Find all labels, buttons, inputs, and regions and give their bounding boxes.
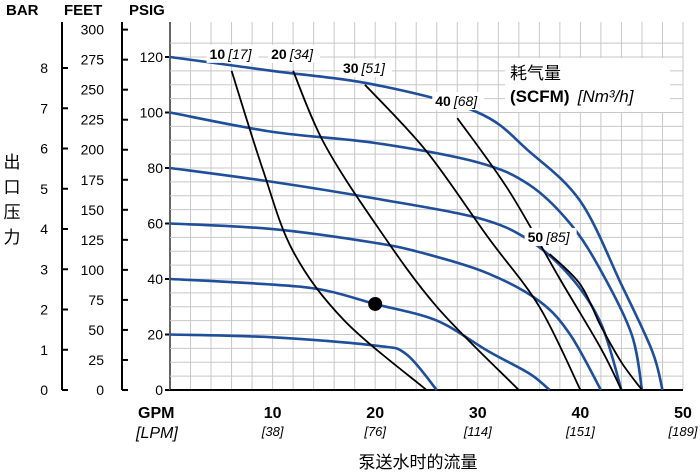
x-unit-gpm: GPM bbox=[138, 405, 174, 422]
pressure-curve bbox=[169, 166, 623, 391]
feet-tick-label: 75 bbox=[88, 292, 104, 308]
y-axis-title-char: 压 bbox=[4, 203, 21, 223]
x-tick-label-gpm: 20 bbox=[366, 405, 384, 422]
air-consumption-curves bbox=[230, 70, 643, 391]
air-label-bg bbox=[432, 92, 485, 111]
air-consumption-curve bbox=[364, 84, 582, 391]
x-tick-label-lpm: [76] bbox=[363, 424, 386, 439]
air-consumption-curve bbox=[548, 253, 643, 391]
feet-tick-label: 200 bbox=[81, 142, 105, 158]
air-curve-label: 40 [68] bbox=[435, 93, 478, 109]
air-curve-label: 50 [85] bbox=[528, 229, 571, 245]
air-label-bg bbox=[268, 44, 321, 63]
air-label-bg bbox=[524, 228, 577, 247]
bar-tick-label: 2 bbox=[40, 302, 48, 318]
air-consumption-curve bbox=[230, 70, 428, 391]
bar-tick-label: 3 bbox=[40, 261, 48, 277]
feet-tick-label: 250 bbox=[81, 82, 105, 98]
air-consumption-unit: (SCFM) [Nm³/h] bbox=[510, 87, 635, 106]
air-curve-label: 30 [51] bbox=[343, 60, 386, 76]
x-tick-label-gpm: 40 bbox=[572, 405, 590, 422]
pressure-curve bbox=[169, 111, 644, 391]
left-axes: 0123456780255075100125150175200225250275… bbox=[40, 22, 171, 398]
x-tick-label-lpm: [38] bbox=[261, 424, 284, 439]
feet-tick-label: 50 bbox=[88, 322, 104, 338]
psig-axis-header: PSIG bbox=[129, 2, 165, 19]
feet-tick-label: 300 bbox=[81, 22, 105, 38]
feet-tick-label: 100 bbox=[81, 262, 105, 278]
air-curve-labels: 10 [17] 20 [34] 30 [51] 40 [68] 50 [85] bbox=[206, 44, 577, 247]
x-unit-lpm: [LPM] bbox=[135, 425, 178, 442]
bar-tick-label: 7 bbox=[40, 100, 48, 116]
pressure-curves bbox=[169, 55, 664, 392]
bar-tick-label: 6 bbox=[40, 141, 48, 157]
psig-tick-label: 40 bbox=[147, 271, 163, 287]
air-curve-label-scfm: 20 bbox=[271, 46, 287, 62]
feet-tick-label: 150 bbox=[81, 202, 105, 218]
pressure-curve bbox=[169, 277, 551, 392]
air-curve-label-scfm: 50 bbox=[528, 229, 544, 245]
x-tick-label-gpm: 30 bbox=[469, 405, 487, 422]
bar-tick-label: 0 bbox=[40, 382, 48, 398]
feet-tick-label: 0 bbox=[96, 382, 104, 398]
marker-layer bbox=[368, 296, 383, 311]
air-consumption-curve bbox=[456, 117, 623, 391]
bar-axis-header: BAR bbox=[6, 2, 39, 19]
feet-axis-header: FEET bbox=[64, 2, 102, 19]
air-curve-label-nm3h: [85] bbox=[545, 229, 570, 245]
x-tick-labels: 10 [38] 20 [76] 30 [114] 40 [151] 50 [189] bbox=[261, 405, 698, 439]
air-curve-label-scfm: 10 bbox=[210, 46, 226, 62]
x-tick-label-lpm: [114] bbox=[463, 424, 492, 439]
psig-tick-label: 120 bbox=[140, 49, 164, 65]
air-legend-box bbox=[505, 58, 670, 112]
air-unit-nm3h: [Nm³/h] bbox=[577, 87, 635, 106]
air-curve-label-scfm: 30 bbox=[343, 60, 359, 76]
air-consumption-curve bbox=[292, 70, 520, 391]
x-tick-label-lpm: [189] bbox=[668, 424, 698, 439]
air-label-bg bbox=[339, 58, 392, 77]
air-unit-scfm: (SCFM) bbox=[510, 87, 569, 106]
psig-tick-label: 20 bbox=[147, 327, 163, 343]
pressure-curve bbox=[169, 55, 664, 391]
air-curve-label: 10 [17] bbox=[210, 46, 253, 62]
x-tick-label-gpm: 10 bbox=[264, 405, 282, 422]
bar-tick-label: 8 bbox=[40, 60, 48, 76]
pressure-curve bbox=[169, 222, 603, 391]
air-curve-label-scfm: 40 bbox=[435, 93, 451, 109]
air-curve-label-nm3h: [34] bbox=[289, 46, 314, 62]
x-axis-title: 泵送水时的流量 bbox=[359, 453, 478, 473]
psig-tick-label: 100 bbox=[140, 105, 164, 121]
psig-tick-label: 80 bbox=[147, 160, 163, 176]
x-tick-label-lpm: [151] bbox=[565, 424, 595, 439]
feet-tick-label: 225 bbox=[81, 112, 105, 128]
psig-tick-label: 60 bbox=[147, 216, 163, 232]
air-curve-label-nm3h: [17] bbox=[227, 46, 252, 62]
air-curve-label-nm3h: [68] bbox=[453, 93, 478, 109]
air-consumption-title: 耗气量 bbox=[510, 64, 561, 84]
pressure-curve bbox=[169, 333, 438, 391]
feet-tick-label: 25 bbox=[88, 352, 104, 368]
feet-tick-label: 175 bbox=[81, 172, 105, 188]
y-axis-title-char: 口 bbox=[4, 178, 21, 198]
bar-tick-label: 1 bbox=[40, 342, 48, 358]
feet-tick-label: 125 bbox=[81, 232, 105, 248]
air-curve-label-nm3h: [51] bbox=[361, 60, 386, 76]
bar-tick-label: 4 bbox=[40, 221, 48, 237]
psig-tick-label: 0 bbox=[155, 382, 163, 398]
bar-tick-label: 5 bbox=[40, 181, 48, 197]
y-axis-title-char: 力 bbox=[4, 228, 21, 248]
feet-tick-label: 275 bbox=[81, 52, 105, 68]
y-axis-title-char: 出 bbox=[4, 153, 21, 173]
air-curve-label: 20 [34] bbox=[271, 46, 314, 62]
operating-point-marker bbox=[368, 296, 383, 311]
x-tick-label-gpm: 50 bbox=[674, 405, 692, 422]
air-label-bg bbox=[206, 44, 259, 63]
